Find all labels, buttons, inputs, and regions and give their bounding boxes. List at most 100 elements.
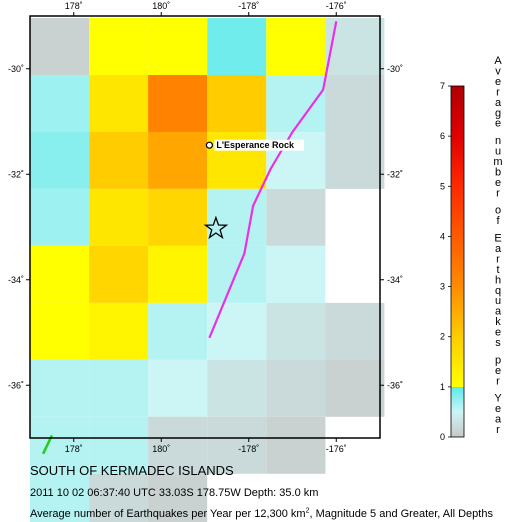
longitude-tick-label: -176˚ (326, 1, 347, 11)
color-scale-title-char: e (495, 327, 501, 339)
rate-grid-cell (148, 18, 208, 75)
rate-grid-cell (266, 416, 326, 474)
place-label: L'Esperance Rock (216, 140, 295, 150)
map-description-suffix: , Magnitude 5 and Greater, All Depths (309, 508, 493, 520)
rate-grid-cell (89, 75, 149, 132)
rate-grid-cell (325, 131, 385, 189)
color-scale-title-char: r (496, 86, 500, 98)
longitude-tick-label: 178˚ (65, 1, 83, 11)
color-scale-title-char: h (495, 274, 501, 286)
longitude-tick-label: 180˚ (152, 1, 170, 11)
rate-grid-cell (207, 416, 267, 474)
rate-grid-cell (148, 245, 208, 303)
rate-grid-cell (325, 359, 385, 417)
rate-grid-cell (325, 75, 385, 132)
latitude-tick-label: -32˚ (387, 169, 403, 179)
latitude-tick-label: -34˚ (8, 275, 24, 285)
longitude-tick-label: 178˚ (65, 444, 83, 454)
map-description-text: Average number of Earthquakes per Year p… (30, 508, 306, 520)
region-title: SOUTH OF KERMADEC ISLANDS (30, 463, 234, 478)
rate-grid-cell (325, 302, 385, 360)
rate-grid-cell (30, 188, 90, 246)
color-scale-title-char: a (495, 414, 502, 426)
color-scale-title-char: E (494, 233, 501, 245)
latitude-tick-label: -30˚ (387, 64, 403, 74)
latitude-tick-label: -30˚ (8, 64, 24, 74)
map-description-superscript: 2 (305, 507, 310, 515)
rate-grid-cell (266, 245, 326, 303)
color-scale-title-char: q (495, 285, 501, 297)
color-scale-tick-label: 2 (440, 332, 445, 342)
seismicity-map-panel: L'Esperance Rock 178˚ 180˚ -178˚ -176˚ 178˚… (8, 1, 403, 522)
rate-grid-cell (148, 416, 208, 474)
place-marker-group: L'Esperance Rock (205, 139, 304, 151)
color-scale-title-char: e (495, 76, 501, 88)
latitude-tick-label: -32˚ (8, 169, 24, 179)
rate-grid-cell (207, 359, 267, 417)
color-scale-title-char: u (495, 146, 501, 158)
color-scale-title-char: e (495, 365, 501, 377)
rate-grid-cell (148, 359, 208, 417)
color-scale-tick-label: 3 (440, 282, 445, 292)
longitude-tick-label: -178˚ (238, 444, 259, 454)
color-scale-title-char: Y (494, 393, 502, 405)
plate-boundary-line (208, 21, 338, 339)
color-scale-title-char: r (496, 375, 500, 387)
color-scale-title-char: a (495, 97, 502, 109)
color-scale-title-char: o (495, 205, 501, 217)
color-scale-tick-label: 5 (440, 181, 445, 191)
color-scale-title-char: n (495, 135, 501, 147)
color-scale-title-char: r (496, 253, 500, 265)
rate-grid-cell (266, 302, 326, 360)
color-scale-bar (450, 85, 465, 438)
color-scale-title-char: e (495, 403, 501, 415)
rate-grid-cell (30, 359, 90, 417)
color-scale-title-char: t (496, 264, 499, 276)
place-label-background (214, 139, 304, 151)
latitude-ticks-left: -30˚ -32˚ -34˚ -36˚ (8, 64, 30, 390)
rate-grid-cell (266, 188, 326, 246)
color-scale-title-char: u (495, 295, 501, 307)
rate-grid-cell (30, 302, 90, 360)
rate-grid-cell (89, 416, 149, 474)
color-scale-tick-label: 4 (440, 231, 445, 241)
map-frame (29, 15, 381, 439)
color-scale-tick-label: 7 (440, 81, 445, 91)
rate-grid-cell (207, 302, 267, 360)
rate-grid-cell (89, 359, 149, 417)
color-scale-title-char: b (495, 166, 501, 178)
color-scale-title-char: a (495, 306, 502, 318)
rate-grid-cell (89, 188, 149, 246)
color-scale-ticks: 0 1 2 3 4 5 6 7 (440, 81, 451, 442)
rate-grid-cell (89, 302, 149, 360)
color-scale-tick-label: 0 (440, 432, 445, 442)
rate-grid-cell (89, 131, 149, 189)
color-scale-title-char: v (495, 66, 501, 78)
rate-grid-cell (148, 75, 208, 132)
color-scale-tick-label: 1 (440, 382, 445, 392)
rate-grid-cell (325, 18, 385, 75)
color-scale-title-char: e (495, 177, 501, 189)
color-scale-title-char: f (496, 215, 500, 227)
color-scale-tick-label: 6 (440, 131, 445, 141)
rate-grid-cell (30, 416, 90, 474)
longitude-ticks-top: 178˚ 180˚ -178˚ -176˚ (65, 1, 347, 16)
rate-grid-cell (266, 359, 326, 417)
color-scale-title-char: r (496, 424, 500, 436)
rate-grid-cell (30, 473, 90, 522)
longitude-tick-label: -176˚ (326, 444, 347, 454)
epicenter-star-icon (203, 215, 229, 240)
rate-grid-cell (148, 188, 208, 246)
color-scale-title-char: k (495, 316, 501, 328)
rate-grid-cell (148, 131, 208, 189)
rate-grid-cell (89, 473, 149, 522)
rate-grid (30, 18, 385, 522)
color-scale-title-char: s (495, 337, 501, 349)
latitude-tick-label: -36˚ (387, 380, 403, 390)
latitude-tick-label: -36˚ (8, 380, 24, 390)
color-scale-title-char: p (495, 354, 501, 366)
rate-grid-cell (207, 75, 267, 132)
rate-grid-cell (266, 18, 326, 75)
